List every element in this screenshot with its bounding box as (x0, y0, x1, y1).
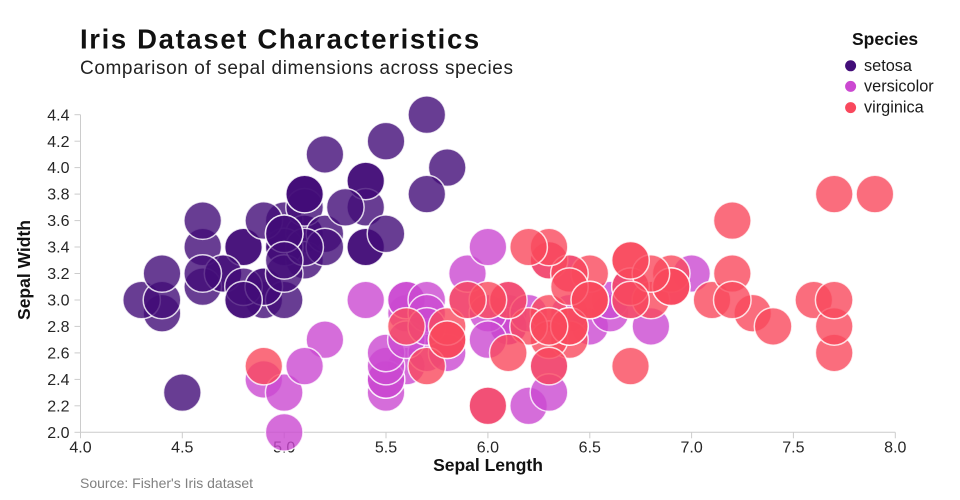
svg-text:Comparison of sepal dimensions: Comparison of sepal dimensions across sp… (80, 58, 514, 79)
svg-text:3.6: 3.6 (47, 213, 69, 230)
svg-text:2.8: 2.8 (47, 319, 69, 336)
svg-text:Sepal Width: Sepal Width (14, 220, 34, 320)
svg-text:4.0: 4.0 (47, 160, 69, 177)
svg-text:4.4: 4.4 (47, 107, 69, 124)
svg-text:5.5: 5.5 (375, 439, 397, 456)
svg-text:virginica: virginica (864, 99, 925, 117)
svg-text:7.5: 7.5 (782, 439, 804, 456)
svg-text:Species: Species (852, 29, 918, 49)
svg-text:3.4: 3.4 (47, 240, 69, 257)
svg-text:6.0: 6.0 (477, 439, 499, 456)
svg-text:4.0: 4.0 (69, 439, 91, 456)
svg-text:2.2: 2.2 (47, 398, 69, 415)
svg-text:7.0: 7.0 (680, 439, 702, 456)
svg-text:versicolor: versicolor (864, 77, 934, 95)
svg-text:3.2: 3.2 (47, 266, 69, 283)
svg-text:Iris Dataset Characteristics: Iris Dataset Characteristics (80, 24, 481, 55)
svg-text:Sepal Length: Sepal Length (433, 455, 543, 475)
svg-text:2.0: 2.0 (47, 425, 69, 442)
svg-text:3.8: 3.8 (47, 187, 69, 204)
svg-text:2.6: 2.6 (47, 346, 69, 363)
svg-text:Source: Fisher's Iris dataset: Source: Fisher's Iris dataset (80, 475, 253, 491)
svg-text:8.0: 8.0 (884, 439, 906, 456)
svg-text:4.5: 4.5 (171, 439, 193, 456)
svg-text:6.5: 6.5 (579, 439, 601, 456)
svg-text:2.4: 2.4 (47, 372, 69, 389)
svg-text:4.2: 4.2 (47, 134, 69, 151)
svg-text:setosa: setosa (864, 57, 913, 75)
svg-text:3.0: 3.0 (47, 293, 69, 310)
